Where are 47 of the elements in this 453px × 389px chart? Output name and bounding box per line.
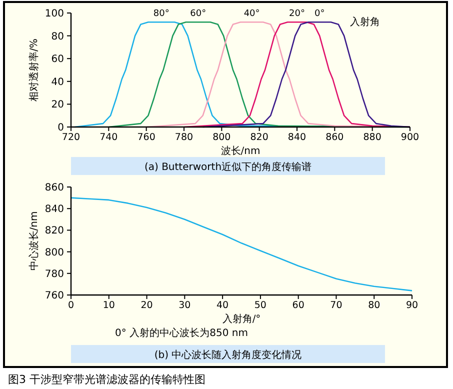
x-tick-label: 800 xyxy=(212,132,231,143)
x-tick-label: 30 xyxy=(178,300,191,311)
x-tick-label: 10 xyxy=(102,300,115,311)
line-series xyxy=(70,197,413,292)
x-tick-label: 740 xyxy=(100,132,118,143)
text: 0° 入射的中心波长为850 nm xyxy=(115,327,248,339)
y-tick-label: 100 xyxy=(44,8,64,20)
series-label: 60° xyxy=(190,9,206,20)
x-tick-label: 860 xyxy=(326,132,344,143)
x-tick-label: 820 xyxy=(250,132,268,143)
y-tick-label: 820 xyxy=(44,226,64,237)
x-tick-label: 900 xyxy=(400,132,420,143)
x-tick-label: 50 xyxy=(254,300,266,311)
series-label: 0° xyxy=(314,9,325,20)
x-tick-label: 70 xyxy=(330,300,342,311)
x-tick-label: 0 xyxy=(68,300,74,311)
y-tick-label: 40 xyxy=(51,76,64,88)
x-tick-label: 60 xyxy=(292,300,304,311)
x-tick-label: 880 xyxy=(363,132,382,143)
y-tick-label: 60 xyxy=(51,54,64,66)
x-tick-label: 720 xyxy=(62,132,80,143)
x-tick-label: 80 xyxy=(368,300,380,311)
x-tick-label: 760 xyxy=(137,132,156,143)
x-tick-label: 20 xyxy=(140,300,153,311)
y-tick-label: 780 xyxy=(44,268,64,280)
y-tick-label: 80 xyxy=(51,31,64,42)
y-tick-label: 20 xyxy=(51,100,64,111)
x-axis-title: 入射角/° xyxy=(222,313,261,325)
y-axis-title: 中心波长/nm xyxy=(28,211,40,271)
x-tick-label: 40 xyxy=(216,300,229,311)
y-tick-label: 760 xyxy=(44,290,64,302)
x-tick-label: 780 xyxy=(174,132,194,143)
series-label: 20° xyxy=(289,9,305,20)
y-tick-label: 860 xyxy=(44,182,64,194)
y-tick-label: 840 xyxy=(44,204,64,216)
x-axis-title: 波长/nm xyxy=(220,145,260,157)
y-axis-title: 相对透射率/% xyxy=(28,38,40,102)
x-tick-label: 90 xyxy=(406,300,418,311)
annotation: 入射角 xyxy=(350,16,380,28)
y-tick-label: 0 xyxy=(58,122,64,134)
series-label: 80° xyxy=(153,9,170,20)
text: (a) Butterworth近似下的角度传输谱 xyxy=(144,161,312,173)
caption: 图3 干涉型窄带光谱滤波器的传输特性图 xyxy=(8,373,206,386)
y-tick-label: 800 xyxy=(44,247,64,258)
text: (b) 中心波长随入射角度变化情况 xyxy=(154,349,302,361)
x-tick-label: 840 xyxy=(288,132,306,143)
series-label: 40° xyxy=(244,9,260,20)
